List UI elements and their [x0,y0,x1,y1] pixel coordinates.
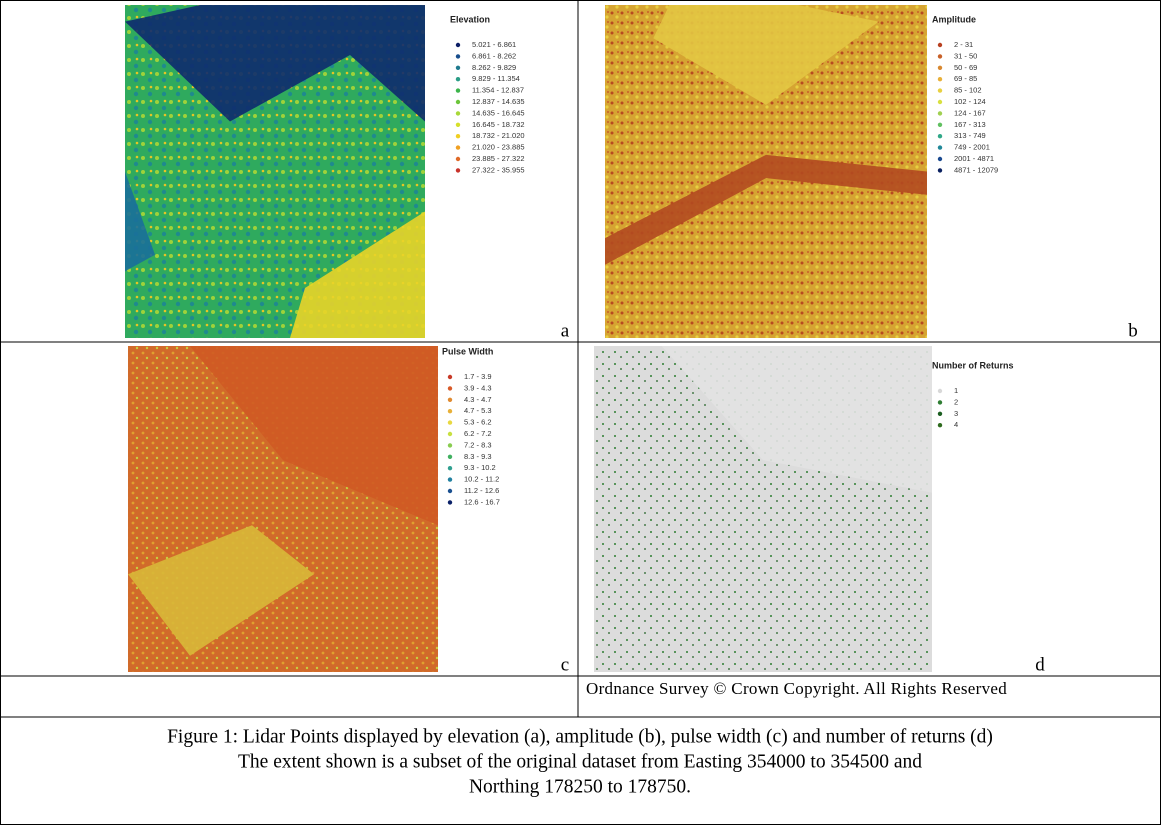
legend-label: 4871 - 12079 [954,165,998,174]
legend-label: 9.3 - 10.2 [464,463,496,472]
legend-label: 2 - 31 [954,40,973,49]
legend-label: 124 - 167 [954,108,986,117]
legend-label: 10.2 - 11.2 [464,475,499,484]
legend-swatch [456,134,460,138]
legend-label: 6.861 - 8.262 [472,51,516,60]
legend-swatch [448,443,452,447]
legend-label: 5.3 - 6.2 [464,418,492,427]
legend-swatch [938,168,942,172]
legend-label: 27.322 - 35.955 [472,165,525,174]
legend-swatch [938,66,942,70]
legend-label: 12.6 - 16.7 [464,497,500,506]
legend-swatch [448,398,452,402]
figure: Elevation 5.021 - 6.861 6.861 - 8.262 8.262… [0,0,1161,825]
legend-swatch [448,386,452,390]
legend-swatch [938,123,942,127]
legend-label: 11.354 - 12.837 [472,86,524,95]
legend-swatch [938,400,942,404]
legend-swatch [938,389,942,393]
legend-label: 313 - 749 [954,131,986,140]
legend-label: 50 - 69 [954,63,977,72]
legend-label: 16.645 - 18.732 [472,120,525,129]
panel-letter: d [1035,654,1045,675]
caption-line: Figure 1: Lidar Points displayed by elev… [167,726,993,747]
legend-swatch [448,455,452,459]
legend-swatch [456,88,460,92]
panel-letter: c [561,654,569,675]
legend-label: 102 - 124 [954,97,986,106]
legend-title: Elevation [450,14,490,24]
legend-swatch [456,145,460,149]
legend-swatch [456,123,460,127]
legend-swatch [938,111,942,115]
legend-label: 31 - 50 [954,51,977,60]
legend-swatch [448,477,452,481]
legend-swatch [456,66,460,70]
legend-swatch [938,54,942,58]
legend-swatch [448,409,452,413]
caption-line: Northing 178250 to 178750. [469,776,691,797]
legend-title: Number of Returns [932,360,1014,370]
legend-title: Amplitude [932,14,976,24]
legend-swatch [456,157,460,161]
legend-label: 14.635 - 16.645 [472,108,525,117]
legend-title: Pulse Width [442,346,493,356]
legend-label: 2 [954,397,958,406]
legend-label: 9.829 - 11.354 [472,74,520,83]
legend-label: 69 - 85 [954,74,977,83]
legend-swatch [448,500,452,504]
legend-label: 85 - 102 [954,86,982,95]
legend-swatch [938,134,942,138]
legend-swatch [456,168,460,172]
legend-swatch [456,100,460,104]
legend-label: 3 [954,409,958,418]
legend-swatch [938,100,942,104]
legend-label: 167 - 313 [954,120,986,129]
copyright-note: Ordnance Survey © Crown Copyright. All R… [586,679,1154,698]
legend-label: 11.2 - 12.6 [464,486,499,495]
figure-page: Elevation 5.021 - 6.861 6.861 - 8.262 8.262… [0,0,1161,825]
legend-swatch [938,145,942,149]
panel-letter: a [561,320,570,341]
legend-label: 4.7 - 5.3 [464,406,492,415]
legend-label: 8.3 - 9.3 [464,452,492,461]
legend-swatch [448,489,452,493]
legend-swatch [448,432,452,436]
legend-label: 12.837 - 14.635 [472,97,525,106]
legend-label: 6.2 - 7.2 [464,429,492,438]
legend-swatch [448,466,452,470]
legend-label: 1 [954,386,958,395]
legend-swatch [448,420,452,424]
legend-swatch [456,111,460,115]
legend-label: 7.2 - 8.3 [464,440,492,449]
legend-label: 23.885 - 27.322 [472,154,525,163]
legend-swatch [938,157,942,161]
legend-swatch [938,423,942,427]
legend-label: 18.732 - 21.020 [472,131,525,140]
legend-swatch [456,54,460,58]
legend-label: 3.9 - 4.3 [464,383,492,392]
legend-label: 4 [954,420,958,429]
legend-swatch [938,43,942,47]
legend-swatch [448,375,452,379]
legend-label: 2001 - 4871 [954,154,994,163]
legend-swatch [456,43,460,47]
legend-label: 749 - 2001 [954,143,990,152]
legend-label: 4.3 - 4.7 [464,395,492,404]
panel-letter: b [1128,320,1138,341]
legend-swatch [938,88,942,92]
legend-swatch [938,77,942,81]
legend-swatch [938,412,942,416]
legend-swatch [456,77,460,81]
caption-line: The extent shown is a subset of the orig… [238,751,922,772]
legend-label: 5.021 - 6.861 [472,40,516,49]
legend-label: 1.7 - 3.9 [464,372,492,381]
legend-label: 8.262 - 9.829 [472,63,516,72]
legend-label: 21.020 - 23.885 [472,143,525,152]
